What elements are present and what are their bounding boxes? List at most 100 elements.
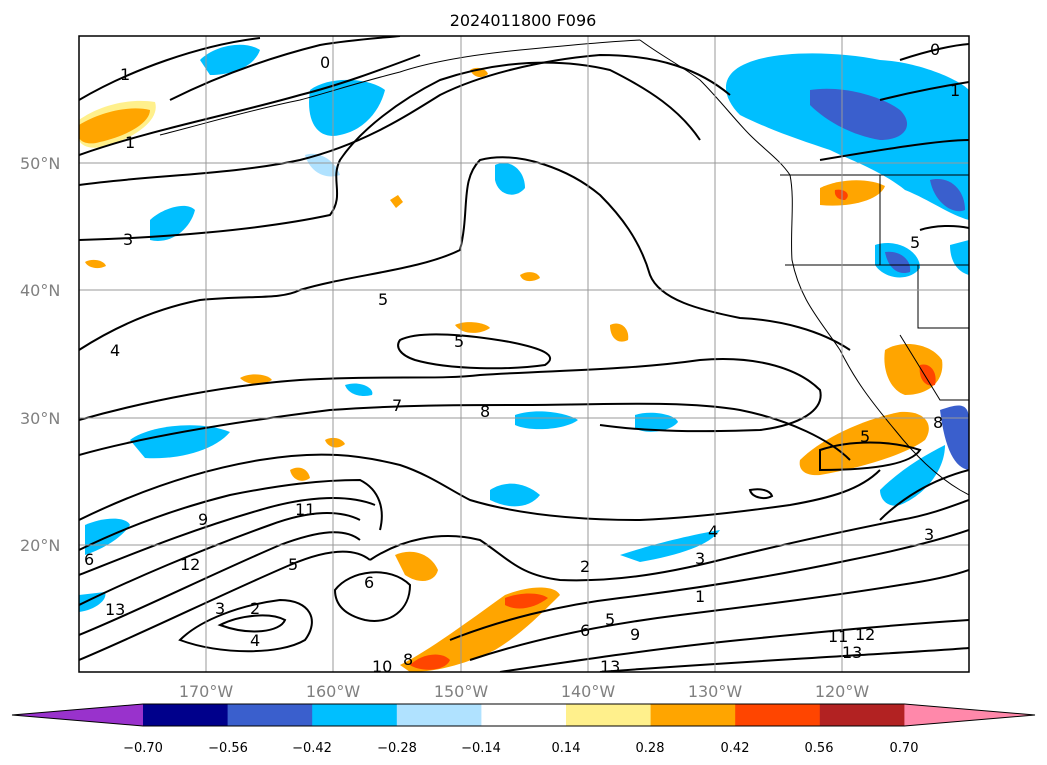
- colorbar-swatch: [650, 704, 736, 726]
- map-frame: [78, 35, 970, 673]
- colorbar-label: 0.56: [805, 741, 834, 756]
- grid-lines: [79, 36, 969, 672]
- blue-region: [620, 530, 720, 562]
- contour-label: 5: [378, 290, 388, 309]
- contour-label: 11: [295, 500, 315, 519]
- colorbar-label: 0.14: [552, 741, 581, 756]
- contour-label: 3: [123, 230, 133, 249]
- lat-label: 40°N: [20, 281, 60, 300]
- blue-region: [130, 425, 230, 459]
- orange-region: [395, 551, 438, 582]
- colorbar-label: 0.70: [890, 741, 919, 756]
- colorbar-extend-left: [12, 704, 143, 726]
- colorbar-swatch: [735, 704, 821, 726]
- contour-label: 4: [250, 631, 260, 650]
- red-region: [919, 364, 936, 386]
- blue-region: [515, 411, 578, 430]
- contour-lines: [79, 36, 969, 672]
- red-region: [410, 654, 450, 670]
- contour-label: 5: [910, 233, 920, 252]
- orange-region: [610, 323, 629, 342]
- dark-blue-region: [940, 405, 969, 470]
- contour-label: 0: [320, 53, 330, 72]
- contour-label: 9: [198, 510, 208, 529]
- contour-label: 8: [403, 650, 413, 669]
- contour-label: 7: [392, 396, 402, 415]
- contour-label: 8: [480, 402, 490, 421]
- contour-label: 3: [924, 525, 934, 544]
- contour-label: 5: [454, 332, 464, 351]
- colorbar-swatch: [481, 704, 567, 726]
- orange-region: [85, 259, 106, 269]
- contour-label: 9: [630, 625, 640, 644]
- contour-label: 1: [695, 587, 705, 606]
- contour-label: 8: [933, 413, 943, 432]
- orange-region: [290, 467, 310, 481]
- colorbar-swatch: [227, 704, 313, 726]
- contour-label: 5: [605, 610, 615, 629]
- orange-region: [455, 322, 490, 333]
- colorbar-outline: [11, 703, 1036, 727]
- dark-blue-region: [930, 179, 965, 212]
- colorbar: [11, 703, 1036, 727]
- contour-label: 10: [372, 657, 392, 676]
- contour-label: 12: [180, 555, 200, 574]
- orange-region: [390, 195, 403, 208]
- colorbar-swatch: [566, 704, 652, 726]
- contour-label: 2: [250, 599, 260, 618]
- blue-region: [950, 240, 969, 275]
- colorbar-extend-right: [904, 704, 1035, 726]
- contour-label: 1: [950, 81, 960, 100]
- contour-labels: 1 0 1 3 4 5 5 7 8 9 11 12 13 6 2 3 4 5 6…: [84, 40, 960, 676]
- lon-label: 170°W: [179, 682, 234, 701]
- blue-region: [79, 592, 106, 612]
- orange-region: [79, 108, 150, 144]
- contour-label: 5: [860, 427, 870, 446]
- map-title: 2024011800 F096: [450, 11, 597, 30]
- lon-label: 160°W: [306, 682, 361, 701]
- blue-region: [880, 445, 945, 506]
- colorbar-label: −0.42: [292, 741, 332, 756]
- orange-region: [820, 180, 885, 206]
- contour-label: 6: [364, 573, 374, 592]
- colorbar-label: 0.28: [636, 741, 665, 756]
- light-blue-region: [305, 153, 340, 177]
- contour-label: 4: [110, 341, 120, 360]
- colorbar-label: −0.56: [208, 741, 248, 756]
- colorbar-swatch: [312, 704, 398, 726]
- lon-label: 130°W: [688, 682, 743, 701]
- map-content: 1 0 1 3 4 5 5 7 8 9 11 12 13 6 2 3 4 5 6…: [79, 36, 969, 676]
- contour-label: 4: [708, 522, 718, 541]
- colorbar-label: 0.42: [721, 741, 750, 756]
- lat-label: 50°N: [20, 154, 60, 173]
- contour-label: 13: [600, 657, 620, 676]
- lon-label: 150°W: [434, 682, 489, 701]
- blue-region: [200, 44, 260, 75]
- contour-label: 6: [580, 621, 590, 640]
- shaded-regions: [79, 44, 969, 672]
- red-region: [505, 593, 548, 609]
- contour-label: 6: [84, 550, 94, 569]
- blue-region: [345, 383, 373, 396]
- lat-label: 20°N: [20, 536, 60, 555]
- lon-label: 140°W: [561, 682, 616, 701]
- contour-label: 5: [288, 555, 298, 574]
- contour-label: 13: [842, 643, 862, 662]
- blue-region: [495, 162, 525, 195]
- orange-region: [240, 374, 272, 385]
- contour-label: 0: [930, 40, 940, 59]
- colorbar-label: −0.14: [461, 741, 501, 756]
- lon-label: 120°W: [815, 682, 870, 701]
- dark-blue-region: [810, 88, 908, 140]
- contour-label: 1: [125, 133, 135, 152]
- blue-region: [490, 483, 540, 507]
- orange-region: [520, 272, 540, 282]
- contour-label: 13: [105, 600, 125, 619]
- contour-label: 3: [695, 549, 705, 568]
- colorbar-swatch: [819, 704, 905, 726]
- contour-label: 3: [215, 599, 225, 618]
- contour-label: 12: [855, 625, 875, 644]
- colorbar-swatch: [143, 704, 229, 726]
